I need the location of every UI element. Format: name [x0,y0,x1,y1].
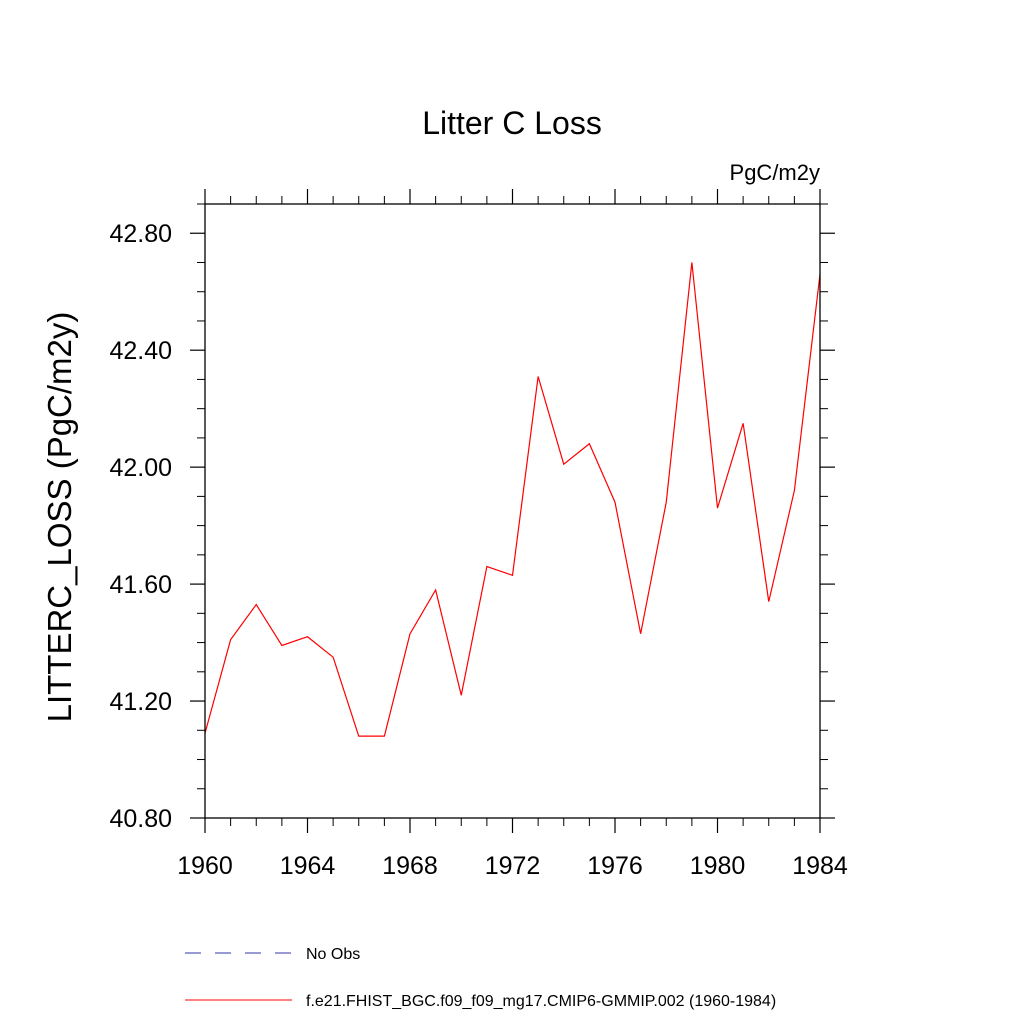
y-tick-label: 41.60 [109,571,172,599]
y-tick-label: 42.40 [109,337,172,365]
data-point [690,260,694,264]
y-tick-label: 41.20 [109,688,172,716]
major-ticks [190,189,835,833]
x-tick-label: 1976 [587,852,643,880]
data-point [357,734,361,738]
x-tick-label: 1980 [690,852,746,880]
data-point [382,734,386,738]
data-point [254,603,258,607]
legend-label: No Obs [306,946,360,963]
data-point [511,573,515,577]
data-point [664,500,668,504]
y-tick-label: 40.80 [109,805,172,833]
data-point [587,442,591,446]
data-point [562,462,566,466]
legend-label: f.e21.FHIST_BGC.f09_f09_mg17.CMIP6-GMMIP… [306,993,776,1010]
x-tick-label: 1984 [792,852,848,880]
data-point [792,489,796,493]
data-point [716,506,720,510]
data-point [459,693,463,697]
data-point [229,638,233,642]
data-point [741,421,745,425]
data-point [536,375,540,379]
chart-title: Litter C Loss [422,105,602,141]
x-tick-label: 1972 [485,852,541,880]
y-tick-label: 42.00 [109,454,172,482]
x-tick-label: 1964 [280,852,336,880]
data-point [331,655,335,659]
data-point [767,600,771,604]
y-tick-labels: 40.80 41.20 41.60 42.00 42.40 42.80 [109,220,172,833]
data-point [280,643,284,647]
data-point [639,632,643,636]
y-tick-label: 42.80 [109,220,172,248]
data-point [434,588,438,592]
units-label: PgC/m2y [730,160,820,185]
data-point [613,500,617,504]
x-tick-labels: 1960 1964 1968 1972 1976 1980 1984 [177,852,848,880]
minor-ticks [197,196,828,826]
series-layer [204,260,821,738]
x-tick-label: 1968 [382,852,438,880]
x-tick-label: 1960 [177,852,233,880]
data-point [408,632,412,636]
y-axis-label: LITTERC_LOSS (PgC/m2y) [41,312,78,723]
series-line [204,262,821,737]
data-point [485,565,489,569]
data-point [306,635,310,639]
plot-frame [204,203,821,819]
legend: No Obs f.e21.FHIST_BGC.f09_f09_mg17.CMIP6… [185,946,776,1010]
